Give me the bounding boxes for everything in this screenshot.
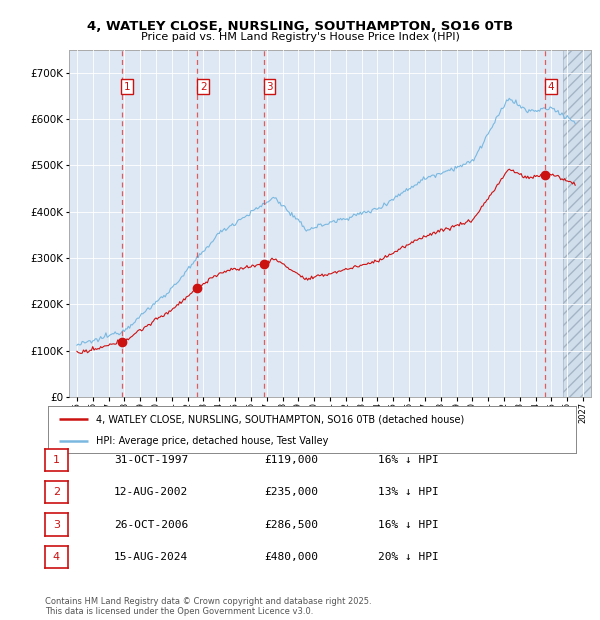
Text: This data is licensed under the Open Government Licence v3.0.: This data is licensed under the Open Gov…: [45, 607, 313, 616]
Text: 15-AUG-2024: 15-AUG-2024: [114, 552, 188, 562]
Text: 4, WATLEY CLOSE, NURSLING, SOUTHAMPTON, SO16 0TB: 4, WATLEY CLOSE, NURSLING, SOUTHAMPTON, …: [87, 20, 513, 33]
Text: 1: 1: [53, 455, 60, 465]
Text: 3: 3: [53, 520, 60, 529]
Text: £286,500: £286,500: [264, 520, 318, 529]
Text: 13% ↓ HPI: 13% ↓ HPI: [378, 487, 439, 497]
Text: Contains HM Land Registry data © Crown copyright and database right 2025.: Contains HM Land Registry data © Crown c…: [45, 597, 371, 606]
Text: 31-OCT-1997: 31-OCT-1997: [114, 455, 188, 465]
Text: 12-AUG-2002: 12-AUG-2002: [114, 487, 188, 497]
Text: 4: 4: [53, 552, 60, 562]
Bar: [563, 50, 599, 397]
Text: £480,000: £480,000: [264, 552, 318, 562]
Text: 2: 2: [53, 487, 60, 497]
Text: 4: 4: [548, 82, 554, 92]
Text: 26-OCT-2006: 26-OCT-2006: [114, 520, 188, 529]
Text: 20% ↓ HPI: 20% ↓ HPI: [378, 552, 439, 562]
Text: £119,000: £119,000: [264, 455, 318, 465]
Text: 1: 1: [124, 82, 131, 92]
Text: HPI: Average price, detached house, Test Valley: HPI: Average price, detached house, Test…: [95, 436, 328, 446]
Text: 4, WATLEY CLOSE, NURSLING, SOUTHAMPTON, SO16 0TB (detached house): 4, WATLEY CLOSE, NURSLING, SOUTHAMPTON, …: [95, 414, 464, 424]
Text: 2: 2: [200, 82, 206, 92]
Text: 16% ↓ HPI: 16% ↓ HPI: [378, 520, 439, 529]
Text: £235,000: £235,000: [264, 487, 318, 497]
Text: 3: 3: [266, 82, 273, 92]
Text: 16% ↓ HPI: 16% ↓ HPI: [378, 455, 439, 465]
Text: Price paid vs. HM Land Registry's House Price Index (HPI): Price paid vs. HM Land Registry's House …: [140, 32, 460, 42]
